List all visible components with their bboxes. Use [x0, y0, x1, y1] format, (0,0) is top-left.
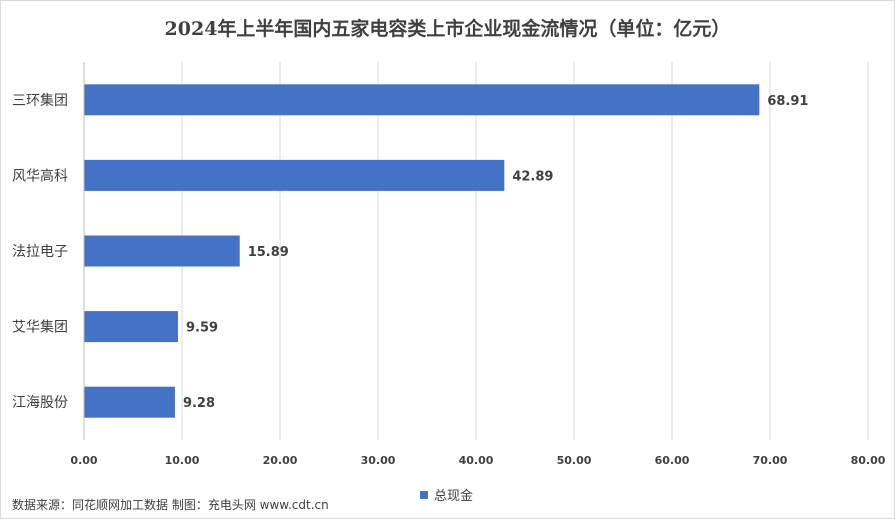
bar: [84, 84, 760, 116]
x-tick-label: 50.00: [557, 454, 592, 467]
x-tick-label: 40.00: [459, 454, 494, 467]
x-tick-label: 20.00: [263, 454, 298, 467]
data-label: 15.89: [248, 245, 289, 260]
data-label: 9.59: [186, 321, 218, 336]
chart-title: 2024年上半年国内五家电容类上市企业现金流情况（单位：亿元）: [164, 18, 731, 40]
legend: 总现金: [420, 485, 473, 504]
category-label: 江海股份: [12, 395, 68, 411]
source-note: 数据来源：同花顺网加工数据 制图：充电头网 www.cdt.cn: [12, 498, 329, 512]
category-label: 三环集团: [12, 92, 68, 109]
x-tick-label: 0.00: [70, 454, 97, 467]
x-tick-label: 60.00: [655, 454, 690, 467]
category-label: 法拉电子: [12, 244, 68, 260]
legend-label: 总现金: [434, 489, 474, 504]
legend-swatch: [420, 490, 428, 499]
bar: [84, 235, 240, 267]
data-label: 9.28: [183, 396, 215, 411]
data-label: 42.89: [512, 169, 553, 184]
category-label: 风华高科: [12, 167, 68, 184]
bar: [84, 386, 175, 418]
category-label: 艾华集团: [12, 319, 68, 336]
x-tick-label: 10.00: [165, 454, 200, 467]
x-tick-label: 80.00: [851, 454, 886, 467]
bar: [84, 159, 505, 191]
x-tick-label: 30.00: [361, 454, 396, 467]
bar: [84, 311, 178, 343]
x-tick-label: 70.00: [753, 454, 788, 467]
data-label: 68.91: [767, 94, 808, 109]
